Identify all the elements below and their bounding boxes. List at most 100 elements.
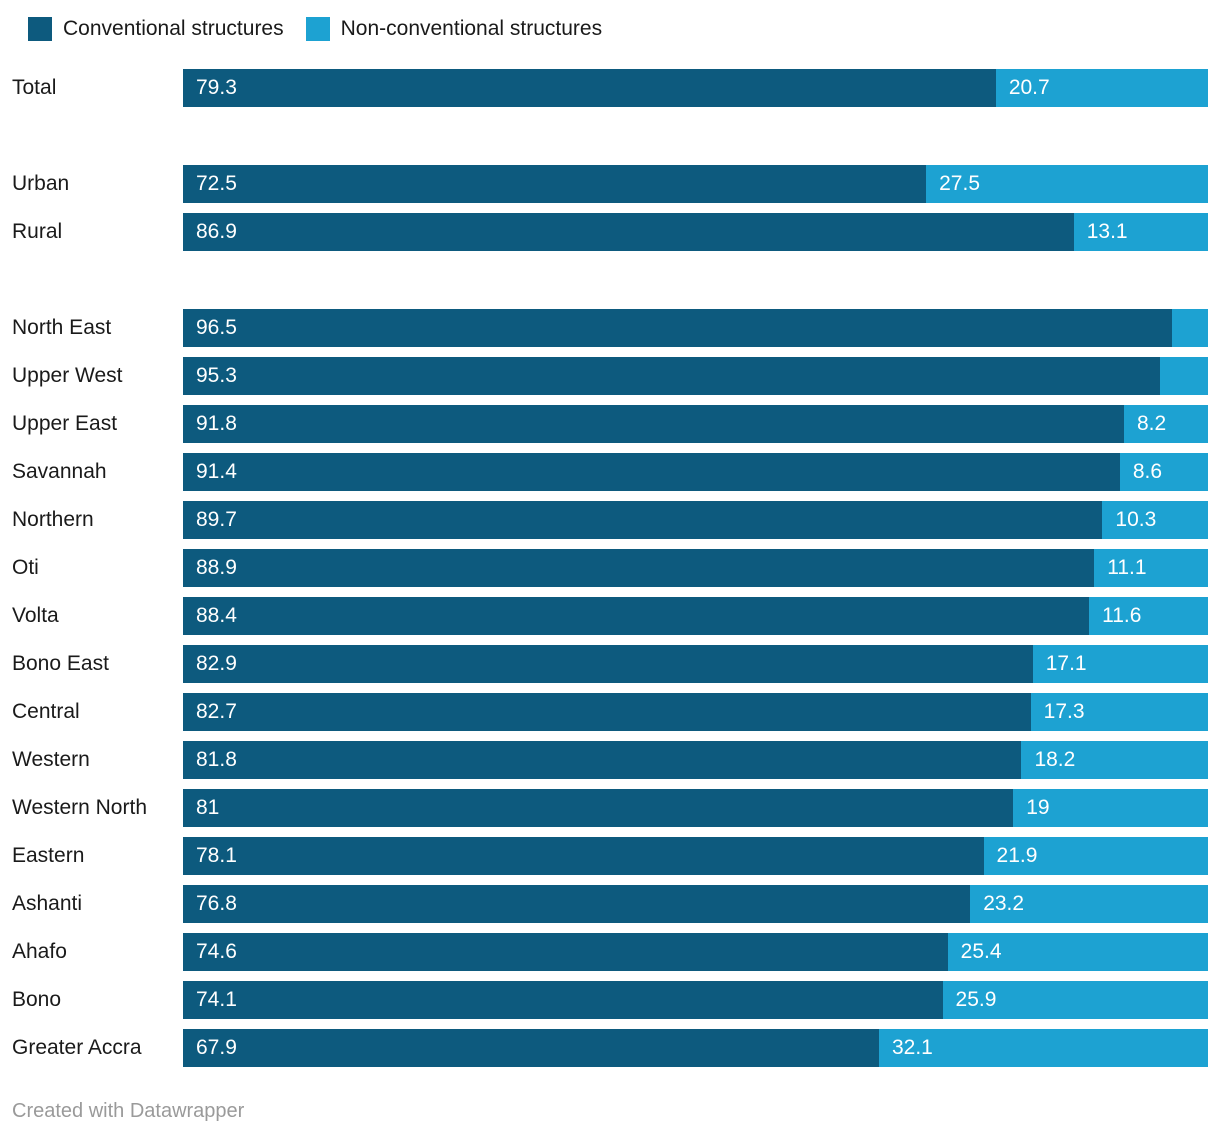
row-label: Savannah: [12, 460, 107, 483]
bar-segment-conventional[interactable]: 72.5: [183, 165, 927, 203]
row-label: Bono East: [12, 652, 109, 675]
bar-segment-non-conventional[interactable]: 27.5: [926, 165, 1208, 203]
value-label-non-conventional: 17.3: [1043, 700, 1085, 723]
chart-row: Eastern 78.1 21.9: [0, 837, 1220, 875]
bar-segment-conventional[interactable]: 67.9: [183, 1029, 879, 1067]
bar-segment-non-conventional[interactable]: 8.2: [1123, 405, 1208, 443]
bar-segment-conventional[interactable]: 78.1: [183, 837, 984, 875]
row-label: Central: [12, 700, 80, 723]
value-label-conventional: 96.5: [196, 316, 237, 339]
bar-segment-non-conventional[interactable]: 25.4: [947, 933, 1208, 971]
bar-segment-non-conventional[interactable]: 20.7: [995, 69, 1208, 107]
row-label: Greater Accra: [12, 1036, 142, 1059]
value-label-conventional: 76.8: [196, 892, 237, 915]
chart-row: Volta 88.4 11.6: [0, 597, 1220, 635]
value-label-non-conventional: 8.2: [1136, 412, 1167, 435]
row-label: North East: [12, 316, 112, 339]
chart-row: North East 96.5: [0, 309, 1220, 347]
row-label: Northern: [12, 508, 94, 531]
value-label-non-conventional: 20.7: [1008, 76, 1050, 99]
stacked-bar[interactable]: 82.9 17.1: [183, 645, 1208, 683]
bar-segment-conventional[interactable]: 91.8: [183, 405, 1124, 443]
legend-swatch-non-conventional-icon: [305, 17, 330, 41]
stacked-bar[interactable]: 88.4 11.6: [183, 597, 1208, 635]
row-label: Ahafo: [12, 940, 67, 963]
bar-segment-non-conventional[interactable]: 19: [1013, 789, 1208, 827]
stacked-bar[interactable]: 81.8 18.2: [183, 741, 1208, 779]
bar-segment-conventional[interactable]: 96.5: [183, 309, 1173, 347]
bar-segment-conventional[interactable]: 76.8: [183, 885, 971, 923]
row-label: Rural: [12, 220, 63, 243]
stacked-bar[interactable]: 89.7 10.3: [183, 501, 1208, 539]
bar-segment-non-conventional[interactable]: 21.9: [983, 837, 1208, 875]
bar-segment-conventional[interactable]: 82.7: [183, 693, 1031, 731]
stacked-bar[interactable]: 74.1 25.9: [183, 981, 1208, 1019]
value-label-non-conventional: 25.9: [955, 988, 997, 1011]
legend: Conventional structures Non-conventional…: [28, 17, 1220, 41]
bar-segment-conventional[interactable]: 81: [183, 789, 1014, 827]
chart-row: Bono East 82.9 17.1: [0, 645, 1220, 683]
chart-row: Ahafo 74.6 25.4: [0, 933, 1220, 971]
chart-row: Oti 88.9 11.1: [0, 549, 1220, 587]
stacked-bar[interactable]: 74.6 25.4: [183, 933, 1208, 971]
stacked-bar[interactable]: 86.9 13.1: [183, 213, 1208, 251]
bar-segment-non-conventional[interactable]: 18.2: [1021, 741, 1208, 779]
bar-segment-non-conventional[interactable]: 23.2: [970, 885, 1208, 923]
value-label-conventional: 88.9: [196, 556, 237, 579]
bar-segment-conventional[interactable]: 88.4: [183, 597, 1090, 635]
chart-row: Rural 86.9 13.1: [0, 213, 1220, 251]
value-label-conventional: 91.8: [196, 412, 237, 435]
bar-segment-non-conventional[interactable]: 8.6: [1119, 453, 1208, 491]
bar-segment-non-conventional[interactable]: [1172, 309, 1208, 347]
value-label-conventional: 82.7: [196, 700, 237, 723]
stacked-bar[interactable]: 82.7 17.3: [183, 693, 1208, 731]
value-label-conventional: 86.9: [196, 220, 237, 243]
bar-segment-conventional[interactable]: 79.3: [183, 69, 996, 107]
stacked-bar[interactable]: 95.3: [183, 357, 1208, 395]
chart-row: Bono 74.1 25.9: [0, 981, 1220, 1019]
value-label-non-conventional: 32.1: [891, 1036, 933, 1059]
bar-segment-non-conventional[interactable]: 25.9: [942, 981, 1208, 1019]
bar-segment-conventional[interactable]: 74.6: [183, 933, 948, 971]
stacked-bar[interactable]: 81 19: [183, 789, 1208, 827]
footer-credit: Created with Datawrapper: [12, 1100, 245, 1122]
row-label: Bono: [12, 988, 62, 1011]
stacked-bar[interactable]: 91.4 8.6: [183, 453, 1208, 491]
bar-segment-conventional[interactable]: 88.9: [183, 549, 1095, 587]
value-label-non-conventional: 27.5: [939, 172, 980, 195]
bar-segment-conventional[interactable]: 86.9: [183, 213, 1074, 251]
bar-segment-non-conventional[interactable]: [1159, 357, 1208, 395]
value-label-non-conventional: 23.2: [983, 892, 1025, 915]
chart-row: Western 81.8 18.2: [0, 741, 1220, 779]
bar-segment-conventional[interactable]: 74.1: [183, 981, 943, 1019]
bar-segment-non-conventional[interactable]: 17.3: [1030, 693, 1208, 731]
bar-segment-non-conventional[interactable]: 17.1: [1032, 645, 1208, 683]
bar-segment-conventional[interactable]: 89.7: [183, 501, 1103, 539]
bar-segment-non-conventional[interactable]: 11.1: [1094, 549, 1208, 587]
bar-segment-non-conventional[interactable]: 10.3: [1102, 501, 1208, 539]
bar-segment-conventional[interactable]: 91.4: [183, 453, 1120, 491]
stacked-bar[interactable]: 76.8 23.2: [183, 885, 1208, 923]
stacked-bar[interactable]: 78.1 21.9: [183, 837, 1208, 875]
stacked-bar[interactable]: 67.9 32.1: [183, 1029, 1208, 1067]
bar-segment-conventional[interactable]: 95.3: [183, 357, 1160, 395]
bar-segment-non-conventional[interactable]: 32.1: [878, 1029, 1208, 1067]
bar-segment-conventional[interactable]: 82.9: [183, 645, 1033, 683]
stacked-bar-chart: Conventional structures Non-conventional…: [0, 17, 1220, 1146]
bar-segment-non-conventional[interactable]: 13.1: [1073, 213, 1208, 251]
stacked-bar[interactable]: 91.8 8.2: [183, 405, 1208, 443]
value-label-conventional: 81.8: [196, 748, 237, 771]
value-label-non-conventional: 11.1: [1107, 556, 1147, 579]
value-label-conventional: 81: [196, 796, 220, 819]
bar-segment-non-conventional[interactable]: 11.6: [1089, 597, 1208, 635]
stacked-bar[interactable]: 79.3 20.7: [183, 69, 1208, 107]
value-label-conventional: 67.9: [196, 1036, 237, 1059]
stacked-bar[interactable]: 96.5: [183, 309, 1208, 347]
chart-row: Urban 72.5 27.5: [0, 165, 1220, 203]
stacked-bar[interactable]: 88.9 11.1: [183, 549, 1208, 587]
chart-row: Northern 89.7 10.3: [0, 501, 1220, 539]
chart-row: Savannah 91.4 8.6: [0, 453, 1220, 491]
bar-segment-conventional[interactable]: 81.8: [183, 741, 1022, 779]
value-label-non-conventional: 17.1: [1045, 652, 1087, 675]
stacked-bar[interactable]: 72.5 27.5: [183, 165, 1208, 203]
